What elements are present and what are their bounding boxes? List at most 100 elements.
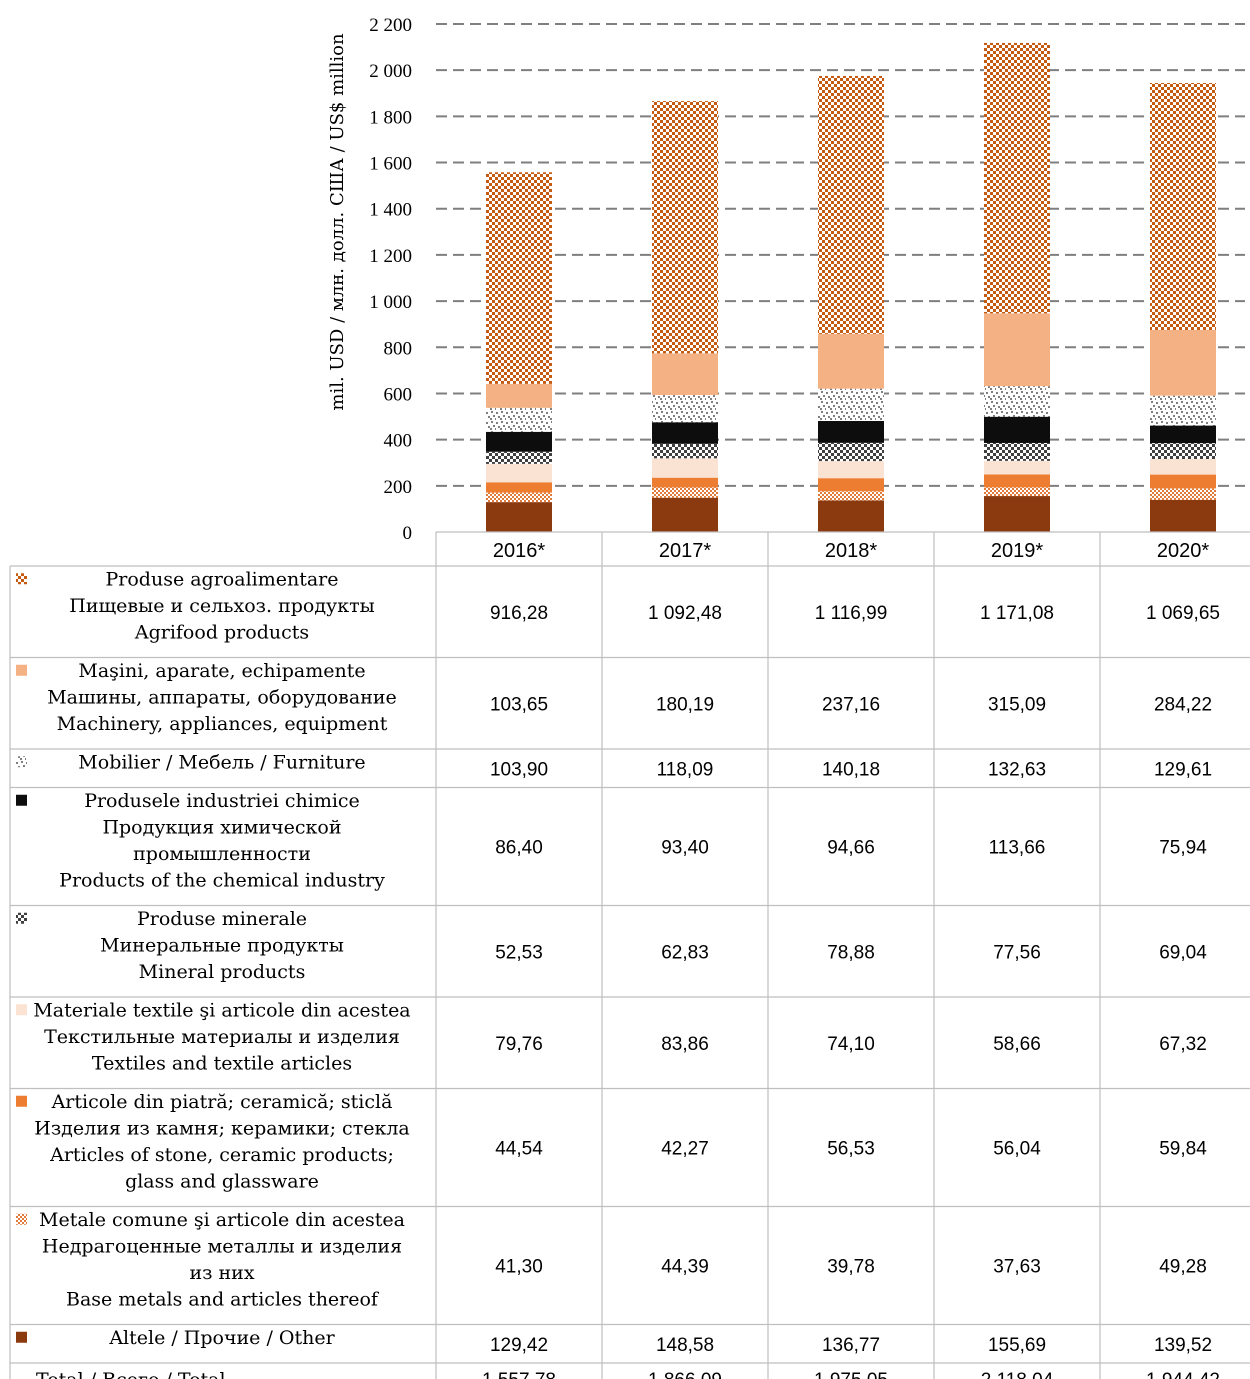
- legend-label: Base metals and articles thereof: [66, 1288, 380, 1310]
- legend-label: Materiale textile şi articole din aceste…: [33, 999, 410, 1021]
- total-value: 1 975,05: [814, 1370, 888, 1379]
- legend-label: Metale comune şi articole din acestea: [39, 1209, 405, 1231]
- legend-label: Машины, аппараты, оборудование: [47, 686, 397, 708]
- data-label: 1 069,65: [1146, 603, 1220, 624]
- legend-label: Пищевые и сельхоз. продукты: [69, 595, 375, 617]
- bar-segment: [1150, 425, 1216, 444]
- bar-segment: [818, 491, 884, 501]
- bar-segment: [1150, 395, 1216, 426]
- y-tick-label: 600: [384, 384, 413, 405]
- bar-segment: [652, 101, 718, 354]
- bar-segment: [486, 172, 552, 384]
- legend-label: Textiles and textile articles: [92, 1052, 352, 1074]
- data-label: 69,04: [1159, 942, 1207, 963]
- bar-segment: [486, 492, 552, 503]
- bar-segment: [818, 461, 884, 479]
- data-label: 79,76: [495, 1034, 543, 1055]
- bar-segment: [984, 42, 1050, 314]
- bar-segment: [1150, 488, 1216, 500]
- legend-key: [16, 1004, 27, 1016]
- data-label: 56,53: [827, 1139, 875, 1160]
- bar-segment: [1150, 330, 1216, 396]
- y-tick-label: 800: [384, 338, 413, 359]
- bar-segment: [1150, 474, 1216, 489]
- total-value: 1 944,42: [1146, 1370, 1220, 1379]
- data-label: 132,63: [988, 759, 1046, 780]
- data-label: 284,22: [1154, 694, 1212, 715]
- data-label: 1 171,08: [980, 603, 1054, 624]
- data-label: 44,39: [661, 1257, 709, 1278]
- y-tick-label: 1 800: [369, 107, 412, 128]
- y-tick-label: 1 600: [369, 154, 412, 175]
- data-label: 94,66: [827, 838, 875, 859]
- data-label: 1 116,99: [815, 603, 888, 624]
- bar-segment: [1150, 499, 1216, 532]
- bar-segment: [486, 451, 552, 464]
- data-label: 180,19: [656, 694, 714, 715]
- bar-segment: [486, 502, 552, 532]
- legend-key: [16, 794, 27, 806]
- bar-segment: [818, 478, 884, 492]
- legend-key: [16, 573, 27, 585]
- legend-key: [16, 912, 27, 924]
- data-label: 62,83: [661, 942, 709, 963]
- data-label: 59,84: [1159, 1139, 1207, 1160]
- bar-segment: [486, 431, 552, 452]
- data-label: 237,16: [822, 694, 880, 715]
- bar-segment: [1150, 83, 1216, 331]
- bar-segment: [486, 383, 552, 408]
- bar-segment: [652, 477, 718, 488]
- data-label: 129,42: [490, 1335, 548, 1356]
- data-label: 49,28: [1159, 1257, 1207, 1278]
- bar-segment: [818, 420, 884, 443]
- data-label: 148,58: [656, 1335, 714, 1356]
- bar-segment: [1150, 459, 1216, 475]
- bar-segment: [818, 500, 884, 532]
- legend-label: Maşini, aparate, echipamente: [78, 660, 365, 682]
- bar-segment: [818, 442, 884, 462]
- data-label: 1 092,48: [648, 603, 722, 624]
- data-label: 74,10: [827, 1034, 875, 1055]
- data-label: 39,78: [827, 1257, 875, 1278]
- data-label: 140,18: [822, 759, 880, 780]
- data-label: 56,04: [993, 1139, 1041, 1160]
- legend-label: Products of the chemical industry: [59, 869, 385, 891]
- bar-segment: [818, 388, 884, 421]
- total-value: 1 557,78: [482, 1370, 556, 1379]
- data-label: 139,52: [1154, 1335, 1212, 1356]
- x-category-label: 2019*: [991, 540, 1043, 562]
- y-tick-label: 0: [403, 523, 413, 544]
- legend-label: Articles of stone, ceramic products;: [49, 1144, 394, 1166]
- bar-segment: [486, 482, 552, 493]
- y-tick-label: 200: [384, 477, 413, 498]
- x-category-label: 2016*: [493, 540, 545, 562]
- legend-key: [16, 1331, 27, 1343]
- legend-label: glass and glassware: [125, 1170, 319, 1192]
- legend-label: Produsele industriei chimice: [84, 790, 360, 812]
- legend-label: Недрагоценные металлы и изделия: [42, 1235, 402, 1257]
- data-label: 315,09: [988, 694, 1046, 715]
- y-tick-label: 1 000: [369, 292, 412, 313]
- data-label: 103,90: [490, 759, 548, 780]
- bar-segment: [984, 313, 1050, 387]
- bar-segment: [984, 496, 1050, 532]
- legend-key: [16, 1213, 27, 1225]
- data-label: 52,53: [495, 942, 543, 963]
- data-label: 75,94: [1159, 838, 1207, 859]
- x-category-label: 2018*: [825, 540, 877, 562]
- bar-segment: [486, 463, 552, 483]
- bar-segment: [984, 487, 1050, 497]
- y-tick-label: 1 400: [369, 200, 412, 221]
- data-label: 129,61: [1154, 759, 1212, 780]
- bar-segment: [1150, 443, 1216, 460]
- legend-label: промышленности: [133, 843, 311, 865]
- bar-segment: [652, 443, 718, 459]
- bar-segment: [818, 75, 884, 334]
- data-label: 83,86: [661, 1034, 709, 1055]
- legend-label: Минеральные продукты: [100, 934, 344, 956]
- bar-segment: [652, 458, 718, 478]
- legend-key: [16, 756, 27, 768]
- data-label: 113,66: [989, 838, 1046, 859]
- legend-label: Machinery, appliances, equipment: [57, 713, 388, 735]
